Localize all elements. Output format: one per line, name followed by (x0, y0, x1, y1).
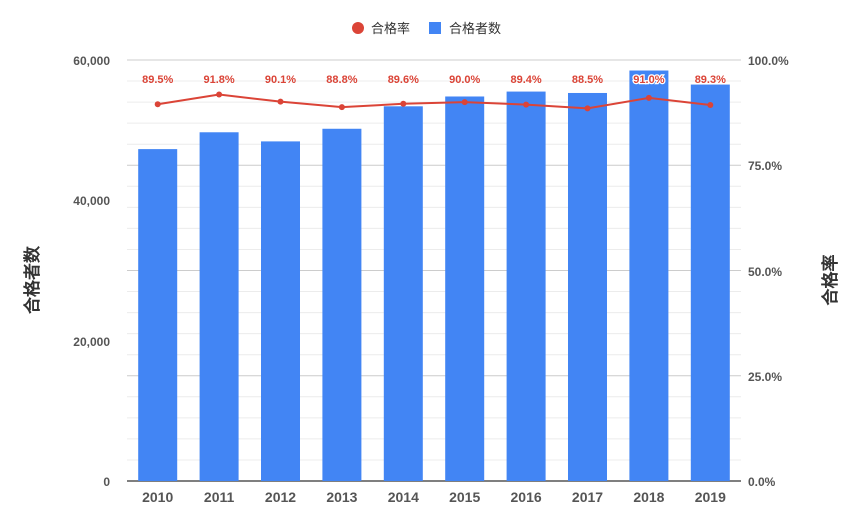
right-axis-title: 合格率 (820, 255, 840, 306)
rate-label-2016: 89.4% (510, 74, 541, 86)
right-tick: 25.0% (748, 370, 782, 384)
left-axis-title: 合格者数 (22, 245, 42, 314)
rate-point-2018 (645, 94, 652, 101)
right-axis: 0.0% 25.0% 50.0% 75.0% 100.0% (748, 54, 789, 489)
legend-count-marker (429, 22, 441, 34)
rate-point-2017 (584, 105, 591, 112)
x-tick-2014: 2014 (388, 489, 419, 505)
x-tick-2017: 2017 (572, 489, 603, 505)
rate-point-2012 (277, 98, 284, 105)
bar-2015 (445, 96, 485, 481)
legend: 合格率 合格者数 (352, 21, 501, 36)
rate-label-2010: 89.5% (142, 74, 173, 86)
x-tick-2010: 2010 (142, 489, 173, 505)
left-tick: 40,000 (73, 194, 110, 208)
x-axis: 2010 2011 2012 2013 2014 2015 2016 2017 2018 2019 (142, 489, 726, 505)
legend-rate-marker (352, 22, 364, 34)
legend-rate-label: 合格率 (371, 21, 410, 36)
x-tick-2011: 2011 (204, 489, 235, 505)
right-tick: 50.0% (748, 265, 782, 279)
bar-2013 (322, 128, 362, 481)
rate-label-2014: 89.6% (388, 74, 419, 86)
rate-point-2015 (461, 99, 468, 106)
rate-label-2018: 91.0% (633, 74, 664, 86)
data-labels: 89.5% 91.8% 90.1% 88.8% 89.6% 90.0% 89.4% 88.5%… (142, 73, 726, 88)
rate-label-2013: 88.8% (326, 74, 357, 86)
right-tick: 100.0% (748, 54, 789, 68)
legend-count-label: 合格者数 (449, 21, 501, 36)
bar-2011 (199, 132, 239, 481)
rate-label-2015: 90.0% (449, 74, 480, 86)
rate-label-2011: 91.8% (203, 74, 234, 86)
rate-point-2016 (523, 101, 530, 108)
rate-point-2019 (707, 102, 714, 109)
left-axis: 0 20,000 40,000 60,000 (73, 54, 110, 489)
right-tick: 0.0% (748, 475, 776, 489)
bar-2010 (138, 149, 178, 481)
x-tick-2016: 2016 (511, 489, 542, 505)
rate-point-2010 (154, 101, 161, 108)
rate-point-2014 (400, 100, 407, 107)
x-tick-2019: 2019 (695, 489, 726, 505)
rate-point-2013 (338, 104, 345, 111)
bar-2017 (568, 92, 607, 481)
right-tick: 75.0% (748, 159, 782, 173)
bars (138, 70, 730, 482)
rate-point-2011 (216, 91, 223, 98)
rate-label-2017: 88.5% (572, 74, 603, 86)
bar-2016 (506, 91, 546, 481)
bar-2014 (383, 106, 423, 481)
x-tick-2015: 2015 (449, 489, 480, 505)
x-tick-2018: 2018 (633, 489, 664, 505)
rate-label-2012: 90.1% (265, 74, 296, 86)
bar-2018 (629, 70, 669, 482)
rate-label-2019: 89.3% (695, 74, 726, 86)
bar-2012 (261, 141, 300, 482)
x-tick-2013: 2013 (326, 489, 357, 505)
bar-2019 (690, 84, 730, 481)
left-tick: 60,000 (73, 54, 110, 68)
left-tick: 20,000 (73, 335, 110, 349)
rate-line-path (157, 93, 711, 110)
left-tick: 0 (103, 475, 110, 489)
x-tick-2012: 2012 (265, 489, 296, 505)
rate-line (154, 91, 714, 112)
